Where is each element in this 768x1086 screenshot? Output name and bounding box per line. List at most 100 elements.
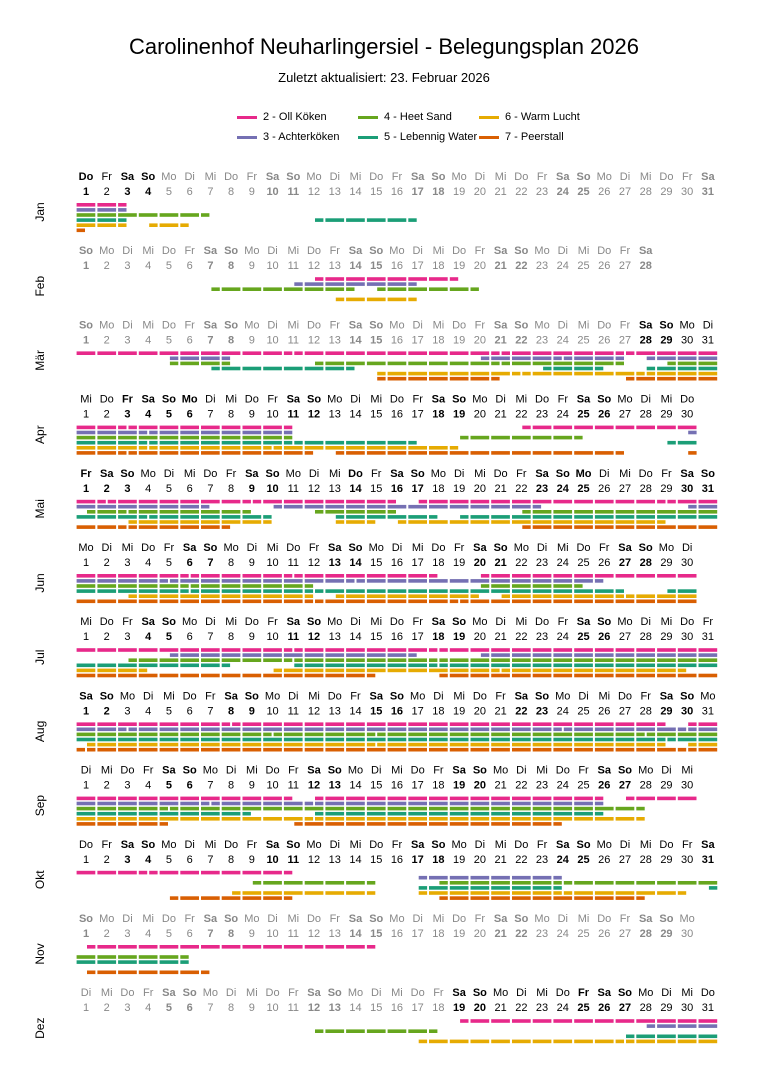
booking-bar-apt-6 <box>470 520 490 524</box>
day-label: 20 <box>474 780 486 792</box>
weekday-label: Mi <box>433 913 445 925</box>
booking-bar-apt-6 <box>346 817 365 821</box>
booking-bar-apt-3 <box>346 653 365 657</box>
booking-bar-apt-2 <box>677 425 697 430</box>
booking-bar-apt-2 <box>408 648 427 652</box>
weekday-label: Di <box>371 765 381 777</box>
booking-bar-apt-4 <box>532 361 552 366</box>
booking-bar-apt-3 <box>118 727 127 732</box>
booking-bar-apt-3 <box>180 653 199 657</box>
weekday-label: Do <box>494 468 508 480</box>
weekday-label: Mi <box>640 171 652 183</box>
weekday-label: Sa <box>432 616 446 628</box>
weekday-label: Mi <box>640 839 652 851</box>
booking-bar-apt-3 <box>76 579 96 583</box>
booking-bar-apt-7 <box>657 747 676 752</box>
day-label: 23 <box>536 854 548 866</box>
booking-bar-apt-6 <box>594 817 614 821</box>
booking-bar-apt-7 <box>366 599 386 604</box>
booking-bar-apt-5 <box>346 811 365 816</box>
booking-bar-apt-3 <box>657 1024 676 1028</box>
booking-bar-apt-2 <box>594 796 604 801</box>
booking-bar-apt-6 <box>97 223 117 227</box>
booking-bar-apt-7 <box>346 673 365 678</box>
weekday-label: So <box>473 765 487 777</box>
weekday-label: Mi <box>681 987 693 999</box>
day-label: 1 <box>83 780 89 792</box>
weekday-label: Fr <box>371 468 382 480</box>
booking-bar-apt-6 <box>283 668 303 673</box>
booking-bar-apt-2 <box>242 499 251 504</box>
booking-bar-apt-7 <box>138 970 158 975</box>
booking-bar-apt-4 <box>138 955 158 959</box>
booking-bar-apt-5 <box>97 737 117 742</box>
day-label: 17 <box>412 631 424 643</box>
day-label: 5 <box>166 705 172 717</box>
weekday-label: Mo <box>472 616 487 628</box>
day-label: 7 <box>207 483 213 495</box>
booking-bar-apt-2 <box>346 648 365 652</box>
weekday-label: Sa <box>141 394 155 406</box>
booking-bar-apt-3 <box>346 282 365 286</box>
day-label: 6 <box>187 1002 193 1014</box>
weekday-label: Mo <box>244 245 259 257</box>
weekday-label: So <box>328 987 342 999</box>
weekday-label: Di <box>122 319 132 331</box>
booking-bar-apt-4 <box>501 361 510 366</box>
booking-bar-apt-2 <box>460 1019 469 1023</box>
booking-bar-apt-7 <box>159 747 179 752</box>
booking-bar-apt-7 <box>512 451 531 455</box>
booking-bar-apt-7 <box>594 451 614 455</box>
day-label: 16 <box>391 260 403 272</box>
booking-bar-apt-2 <box>118 796 137 801</box>
booking-bar-apt-5 <box>346 515 365 519</box>
booking-bar-apt-2 <box>657 796 676 801</box>
weekday-label: Sa <box>411 839 425 851</box>
booking-bar-apt-5 <box>532 811 552 816</box>
weekday-label: Mi <box>142 319 154 331</box>
booking-bar-apt-3 <box>657 356 676 361</box>
day-label: 12 <box>308 186 320 198</box>
weekday-label: Mi <box>391 987 403 999</box>
booking-bar-apt-5 <box>118 440 137 445</box>
weekday-label: Mo <box>369 542 384 554</box>
booking-bar-apt-2 <box>304 574 324 578</box>
booking-bar-apt-6 <box>615 1039 624 1044</box>
booking-bar-apt-6 <box>470 594 479 598</box>
day-label: 7 <box>207 334 213 346</box>
booking-bar-apt-7 <box>491 896 510 900</box>
booking-bar-apt-3 <box>325 653 345 657</box>
booking-bar-apt-2 <box>242 722 262 726</box>
booking-bar-apt-4 <box>304 584 314 588</box>
booking-bar-apt-2 <box>76 870 96 875</box>
booking-bar-apt-4 <box>429 361 448 366</box>
booking-bar-apt-3 <box>698 1024 718 1028</box>
booking-bar-apt-2 <box>512 1019 531 1023</box>
booking-bar-apt-3 <box>553 579 573 583</box>
booking-bar-apt-5 <box>657 1034 676 1039</box>
booking-bar-apt-4 <box>325 287 345 291</box>
booking-bar-apt-7 <box>242 599 262 604</box>
day-label: 8 <box>228 928 234 940</box>
day-label: 10 <box>266 186 278 198</box>
booking-bar-apt-2 <box>118 351 137 355</box>
weekday-label: So <box>141 839 155 851</box>
booking-bar-apt-6 <box>138 446 148 450</box>
booking-bar-apt-3 <box>118 504 137 509</box>
booking-bar-apt-5 <box>201 589 220 593</box>
day-label: 27 <box>619 928 631 940</box>
booking-bar-apt-4 <box>283 584 303 588</box>
day-label: 12 <box>308 780 320 792</box>
day-label: 14 <box>349 631 361 643</box>
weekday-label: Mi <box>287 319 299 331</box>
booking-bar-apt-5 <box>283 589 303 593</box>
day-label: 1 <box>83 483 89 495</box>
booking-bar-apt-7 <box>512 673 531 678</box>
booking-bar-apt-4 <box>594 881 614 885</box>
booking-bar-apt-3 <box>429 801 448 806</box>
weekday-label: So <box>639 542 653 554</box>
day-label: 25 <box>577 483 589 495</box>
booking-bar-apt-2 <box>594 574 614 578</box>
weekday-label: Fr <box>620 319 631 331</box>
day-label: 10 <box>266 334 278 346</box>
